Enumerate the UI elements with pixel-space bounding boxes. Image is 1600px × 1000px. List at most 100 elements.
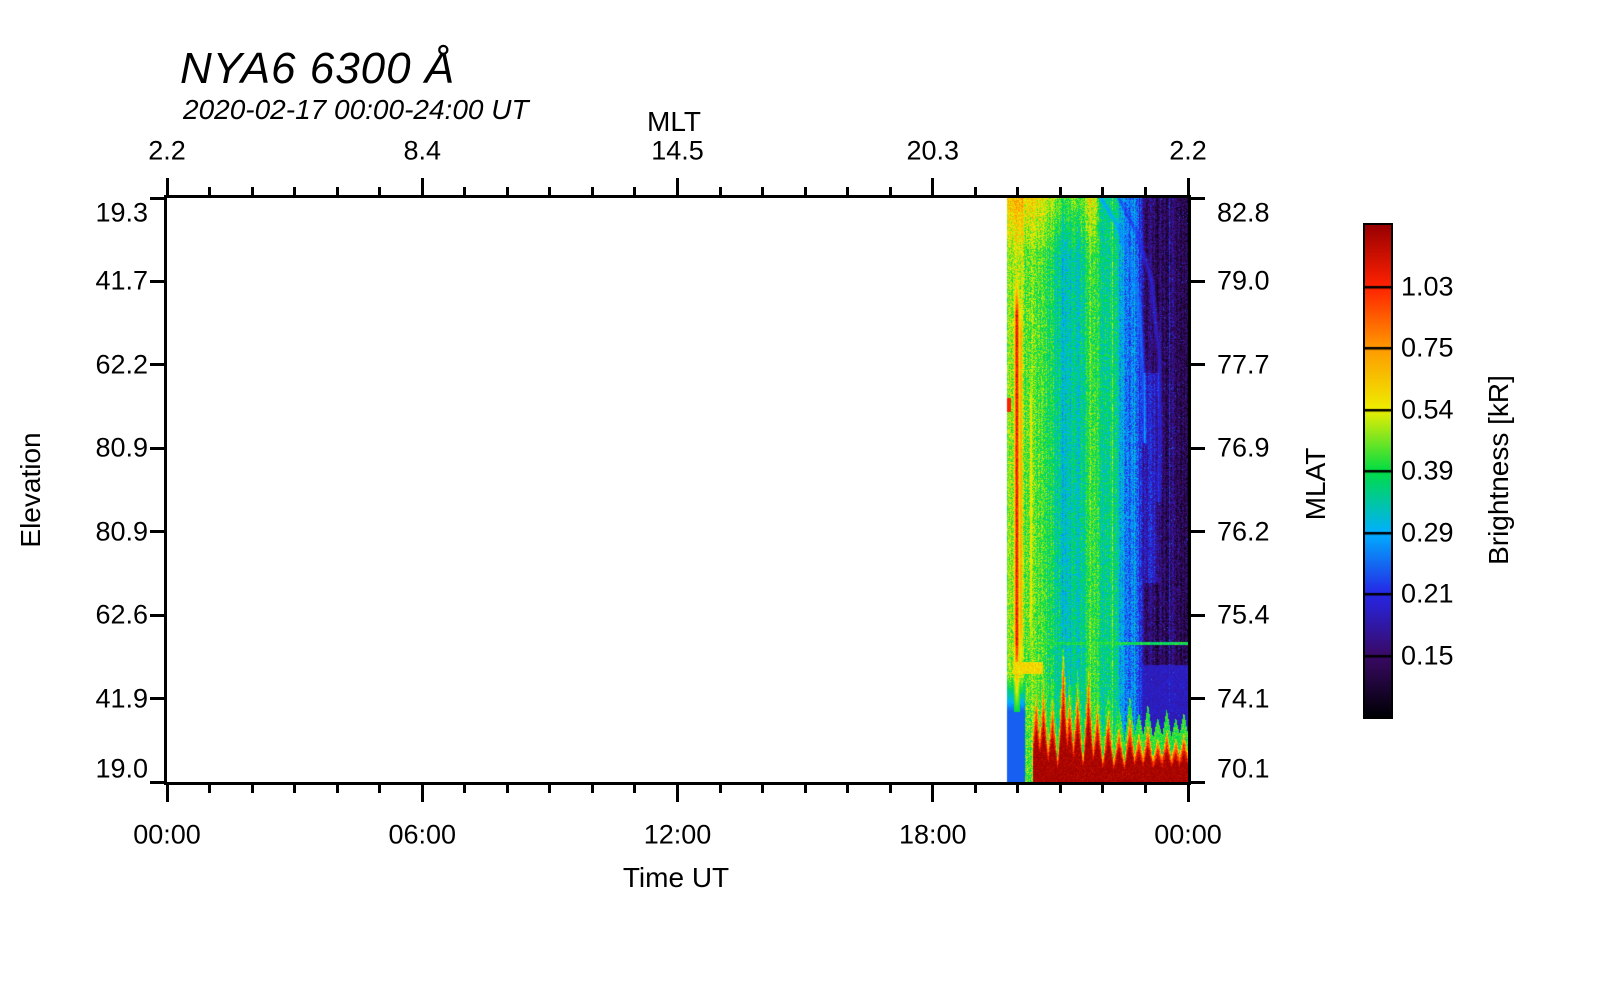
colorbar-tick-label: 1.03 [1401, 271, 1454, 301]
bottom-tick [208, 785, 212, 793]
bottom-tick [676, 785, 679, 802]
keogram-canvas [167, 198, 1188, 782]
top-tick [846, 187, 850, 195]
bottom-tick [1058, 785, 1062, 793]
colorbar-tick-label: 0.21 [1401, 578, 1454, 609]
left-tick [150, 697, 164, 701]
left-tick-label: 19.0 [95, 753, 148, 784]
bottom-tick [1101, 785, 1105, 793]
bottom-tick [250, 785, 254, 793]
top-tick-label: 14.5 [651, 135, 704, 166]
colorbar-border [1363, 223, 1393, 719]
top-tick-label: 8.4 [403, 135, 442, 166]
top-tick [1016, 187, 1020, 195]
left-tick [150, 446, 164, 450]
bottom-tick [165, 785, 169, 802]
bottom-tick [1143, 785, 1147, 793]
right-tick-label: 77.7 [1217, 349, 1270, 380]
right-tick-label: 79.0 [1217, 265, 1270, 296]
bottom-tick [548, 785, 552, 793]
bottom-tick-label: 12:00 [643, 819, 712, 850]
top-tick [463, 187, 467, 195]
colorbar-tick-label: 0.29 [1401, 517, 1454, 547]
bottom-tick [846, 785, 850, 793]
top-tick [803, 187, 807, 195]
left-axis-title: Elevation [15, 432, 46, 548]
colorbar-tick-label: 0.15 [1401, 640, 1454, 670]
top-tick [505, 187, 509, 195]
top-tick [293, 187, 297, 195]
top-tick [761, 187, 765, 195]
right-tick [1191, 196, 1205, 200]
bottom-tick [633, 785, 637, 793]
bottom-tick [1186, 785, 1190, 802]
right-tick [1191, 279, 1205, 283]
right-tick-label: 70.1 [1217, 753, 1270, 784]
bottom-tick [888, 785, 892, 793]
top-tick [250, 187, 254, 195]
colorbar-tick-label: 0.54 [1401, 394, 1454, 424]
left-tick [150, 196, 164, 200]
bottom-tick-label: 18:00 [898, 819, 967, 850]
left-tick [150, 530, 164, 534]
colorbar-tick-label: 0.75 [1401, 332, 1454, 363]
colorbar-title: Brightness [kR] [1483, 375, 1514, 565]
bottom-tick [463, 785, 467, 793]
right-tick-label: 74.1 [1217, 683, 1270, 714]
top-tick [633, 187, 637, 195]
right-tick [1191, 613, 1205, 617]
top-tick [931, 178, 935, 195]
left-tick-label: 62.2 [95, 349, 148, 380]
top-tick [973, 187, 977, 195]
left-tick-label: 19.3 [95, 197, 148, 228]
right-tick-label: 76.2 [1217, 516, 1270, 547]
bottom-tick-label: 06:00 [388, 819, 457, 850]
bottom-tick [973, 785, 977, 793]
top-tick [590, 187, 594, 195]
bottom-tick [1016, 785, 1020, 793]
left-tick [150, 780, 164, 784]
bottom-tick [761, 785, 765, 793]
right-axis-title: MLAT [1300, 447, 1331, 521]
top-tick-label: 20.3 [906, 135, 960, 166]
top-tick [718, 187, 722, 195]
bottom-axis-title: Time UT [622, 862, 730, 893]
right-tick-label: 82.8 [1217, 197, 1270, 228]
left-tick [150, 613, 164, 617]
top-tick-label: 2.2 [1169, 135, 1207, 166]
right-tick-label: 76.9 [1217, 432, 1270, 463]
colorbar-canvas [1365, 225, 1391, 717]
top-tick [335, 187, 339, 195]
top-tick [1101, 187, 1105, 195]
bottom-tick-label: 00:00 [1154, 819, 1222, 850]
colorbar-tick-label: 0.39 [1401, 455, 1454, 486]
top-tick [208, 187, 212, 195]
bottom-tick [378, 785, 382, 793]
left-tick-label: 80.9 [95, 432, 148, 463]
top-tick [548, 187, 552, 195]
bottom-tick [505, 785, 509, 793]
left-tick-label: 80.9 [95, 516, 148, 547]
right-tick [1191, 446, 1205, 450]
plot-title: NYA6 6300 Å [180, 44, 456, 93]
bottom-tick [590, 785, 594, 793]
top-tick [1058, 187, 1062, 195]
right-tick [1191, 697, 1205, 701]
bottom-tick-label: 00:00 [133, 819, 201, 850]
top-tick [676, 178, 679, 195]
top-tick [378, 187, 382, 195]
left-tick-label: 41.9 [95, 683, 148, 714]
bottom-tick [803, 785, 807, 793]
right-tick-label: 75.4 [1217, 599, 1270, 630]
top-tick [888, 187, 892, 195]
right-tick [1191, 363, 1205, 367]
left-tick [150, 363, 164, 367]
bottom-tick [718, 785, 722, 793]
bottom-tick [293, 785, 297, 793]
plot-subtitle: 2020-02-17 00:00-24:00 UT [183, 94, 529, 125]
top-tick [1186, 178, 1190, 195]
right-tick [1191, 530, 1205, 534]
top-tick [165, 178, 169, 195]
left-tick [150, 279, 164, 283]
